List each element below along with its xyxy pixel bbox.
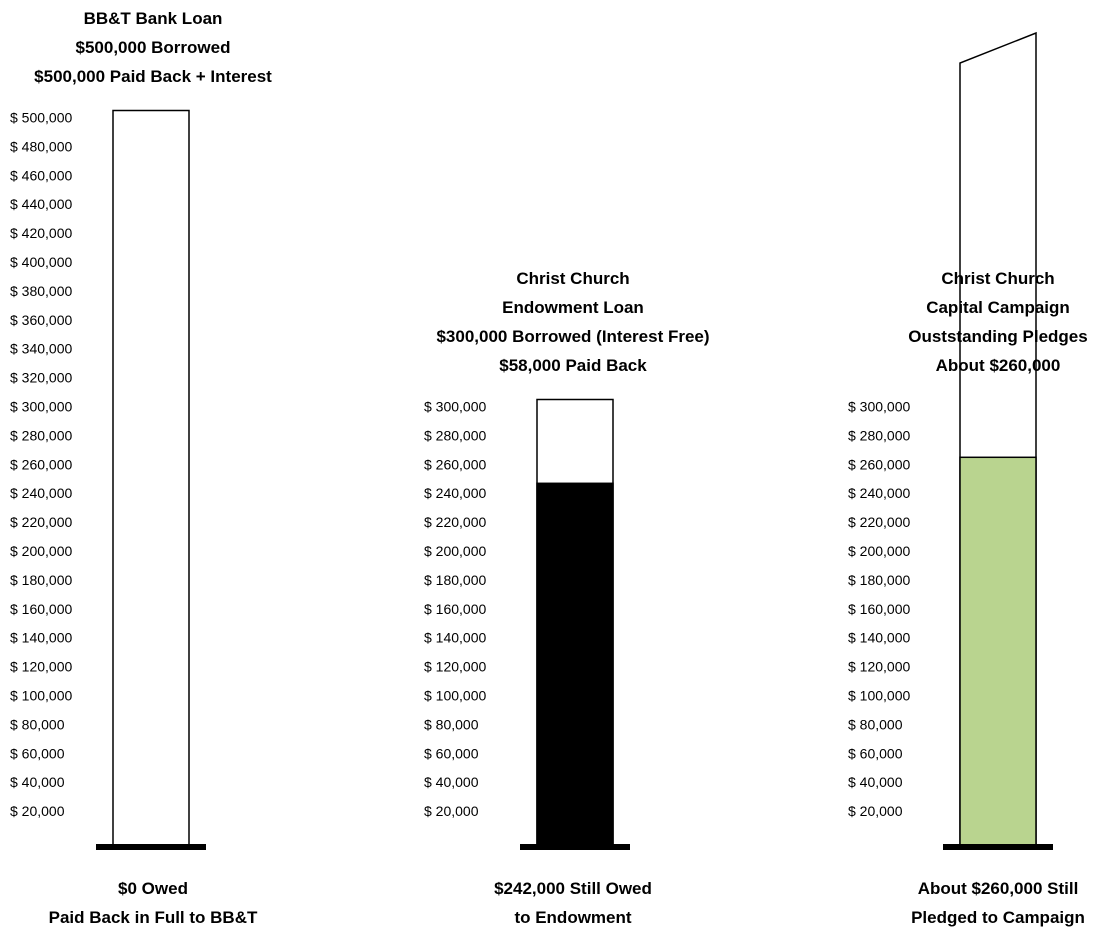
thermometer-outline	[959, 31, 1037, 847]
title-line: Christ Church	[516, 269, 630, 288]
tick-label: $ 120,000	[424, 659, 486, 675]
title-line: Capital Campaign	[926, 298, 1070, 317]
thermometer-base	[520, 844, 630, 850]
tick-label: $ 200,000	[424, 543, 486, 559]
tick-label: $ 60,000	[10, 745, 65, 761]
tick-label: $ 200,000	[848, 543, 910, 559]
title-line: $500,000 Paid Back + Interest	[34, 67, 272, 86]
tick-label: $ 440,000	[10, 196, 72, 212]
tick-label: $ 20,000	[424, 803, 479, 819]
value-fill-bar	[959, 456, 1037, 848]
tick-label: $ 40,000	[424, 774, 479, 790]
tick-label: $ 40,000	[10, 774, 65, 790]
tick-label: $ 140,000	[424, 630, 486, 646]
caption-line: About $260,000 Still	[917, 879, 1079, 898]
tick-label: $ 100,000	[424, 688, 486, 704]
tick-label: $ 100,000	[848, 688, 910, 704]
tick-label: $ 260,000	[10, 456, 72, 472]
caption-line: $0 Owed	[118, 879, 188, 898]
tick-label: $ 220,000	[10, 514, 72, 530]
tick-label: $ 20,000	[10, 803, 65, 819]
chart-caption: $0 Owed Paid Back in Full to BB&T	[0, 874, 306, 932]
title-line: Christ Church	[941, 269, 1055, 288]
tick-label: $ 180,000	[424, 572, 486, 588]
title-line: $58,000 Paid Back	[499, 356, 647, 375]
tick-label: $ 60,000	[848, 745, 903, 761]
title-line: Endowment Loan	[502, 298, 644, 317]
title-line: About $260,000	[935, 356, 1061, 375]
tick-label: $ 20,000	[848, 803, 903, 819]
tick-label: $ 160,000	[848, 601, 910, 617]
tick-label: $ 280,000	[424, 427, 486, 443]
tick-label: $ 80,000	[848, 716, 903, 732]
tick-label: $ 200,000	[10, 543, 72, 559]
caption-line: Pledged to Campaign	[911, 908, 1085, 927]
tick-label: $ 240,000	[848, 485, 910, 501]
tick-label: $ 300,000	[424, 399, 486, 415]
tick-label: $ 400,000	[10, 254, 72, 270]
tick-label: $ 280,000	[848, 427, 910, 443]
caption-line: Paid Back in Full to BB&T	[48, 908, 258, 927]
caption-line: to Endowment	[514, 908, 632, 927]
tick-label: $ 320,000	[10, 370, 72, 386]
tick-label: $ 240,000	[10, 485, 72, 501]
title-line: $300,000 Borrowed (Interest Free)	[436, 327, 710, 346]
tick-label: $ 420,000	[10, 225, 72, 241]
title-line: BB&T Bank Loan	[83, 9, 223, 28]
tick-label: $ 260,000	[424, 456, 486, 472]
value-fill-bar	[536, 482, 614, 848]
tick-label: $ 260,000	[848, 456, 910, 472]
tick-label: $ 300,000	[10, 399, 72, 415]
tick-label: $ 160,000	[10, 601, 72, 617]
tick-label: $ 100,000	[10, 688, 72, 704]
tick-label: $ 360,000	[10, 312, 72, 328]
tick-label: $ 340,000	[10, 341, 72, 357]
tick-label: $ 380,000	[10, 283, 72, 299]
chart-caption: About $260,000 Still Pledged to Campaign	[878, 874, 1104, 932]
title-line: Ouststanding Pledges	[908, 327, 1088, 346]
tick-label: $ 120,000	[848, 659, 910, 675]
thermometer-base	[943, 844, 1053, 850]
tick-label: $ 80,000	[10, 716, 65, 732]
tick-label: $ 220,000	[424, 514, 486, 530]
chart-title: BB&T Bank Loan $500,000 Borrowed $500,00…	[0, 4, 306, 91]
tick-label: $ 460,000	[10, 167, 72, 183]
tick-label: $ 140,000	[848, 630, 910, 646]
tick-label: $ 500,000	[10, 110, 72, 126]
tick-label: $ 180,000	[10, 572, 72, 588]
thermometer-outline	[112, 109, 190, 848]
tick-label: $ 220,000	[848, 514, 910, 530]
tick-label: $ 180,000	[848, 572, 910, 588]
chart-caption: $242,000 Still Owed to Endowment	[430, 874, 716, 932]
chart-title: Christ Church Endowment Loan $300,000 Bo…	[400, 264, 746, 380]
tick-label: $ 240,000	[424, 485, 486, 501]
title-line: $500,000 Borrowed	[75, 38, 231, 57]
tick-label: $ 300,000	[848, 399, 910, 415]
tick-label: $ 40,000	[848, 774, 903, 790]
thermometer-base	[96, 844, 206, 850]
tick-label: $ 280,000	[10, 427, 72, 443]
tick-label: $ 120,000	[10, 659, 72, 675]
tick-label: $ 160,000	[424, 601, 486, 617]
chart-title: Christ Church Capital Campaign Ouststand…	[880, 264, 1104, 380]
tick-label: $ 140,000	[10, 630, 72, 646]
tick-label: $ 80,000	[424, 716, 479, 732]
caption-line: $242,000 Still Owed	[494, 879, 652, 898]
tick-label: $ 480,000	[10, 138, 72, 154]
tick-label: $ 60,000	[424, 745, 479, 761]
